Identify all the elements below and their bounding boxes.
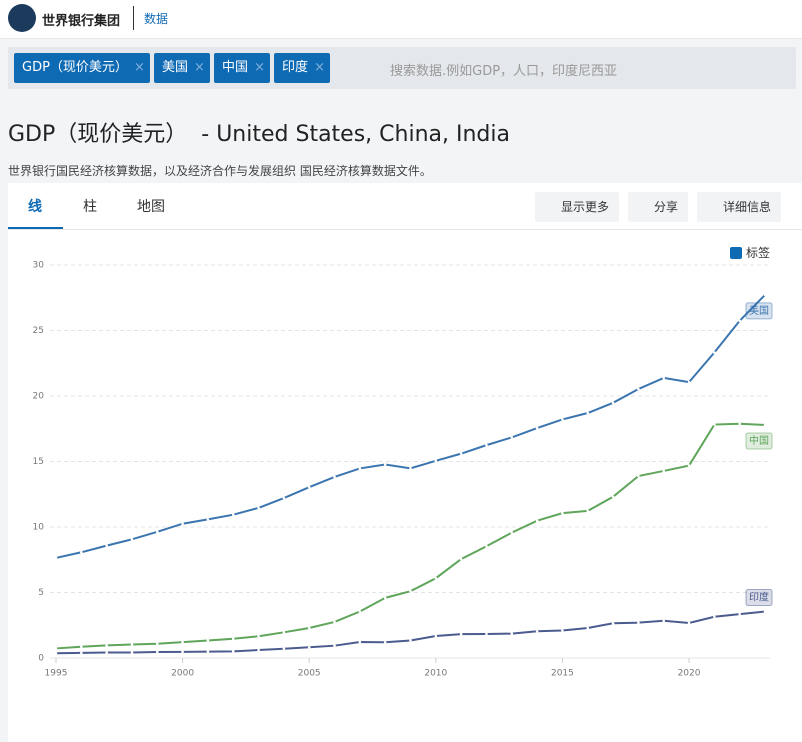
- label-box: [745, 302, 773, 320]
- x-tick-label: 2010: [424, 669, 447, 679]
- x-tick-label: 2000: [171, 669, 194, 679]
- filter-chip[interactable]: GDP（现价美元）: [14, 53, 150, 83]
- button[interactable]: 显示更多: [535, 192, 620, 222]
- x-tick-label: 1995: [45, 669, 68, 679]
- x-tick-label: 2015: [551, 669, 574, 679]
- tab[interactable]: 柱: [83, 199, 97, 215]
- tab[interactable]: 地图: [137, 199, 165, 215]
- y-tick-label: 5: [38, 588, 44, 598]
- legend-label: 印度: [749, 590, 769, 603]
- series-label: 中国: [745, 432, 773, 450]
- series-line: [54, 610, 767, 655]
- page-title: GDP（现价美元） - United States, China, India: [8, 116, 510, 148]
- toggle-label: 标签: [746, 246, 771, 260]
- header: 世界银行集团 数据: [0, 0, 802, 39]
- filter-chip[interactable]: 印度: [273, 53, 330, 83]
- y-tick-label: 15: [33, 457, 44, 467]
- indicator: GDP（现价美元）: [8, 122, 188, 147]
- x-tick-label: 2020: [678, 669, 701, 679]
- series-line: [54, 422, 767, 650]
- series-label: 印度: [745, 588, 773, 606]
- source-note: 世界银行国民经济核算数据，以及经济合作与发展组织 国民经济核算数据文件。: [8, 164, 432, 178]
- legend-label: 中国: [749, 434, 769, 447]
- search-input[interactable]: 搜索数据.例如GDP，人口，印度尼西亚: [390, 64, 618, 79]
- series-label: 美国: [745, 302, 773, 320]
- legend-label: 美国: [749, 304, 769, 317]
- tabs: 线 柱 地图 显示更多 分享 详细信息: [8, 183, 802, 230]
- series-line: [54, 293, 767, 560]
- y-tick-label: 20: [33, 392, 45, 402]
- section-link[interactable]: 数据: [144, 12, 169, 26]
- search-bar: GDP（现价美元） 美国 中国 印度 搜索数据.例如GDP，人口，印度尼西亚: [8, 47, 796, 89]
- x-tick-label: 2005: [298, 669, 321, 679]
- brand[interactable]: 世界银行集团: [42, 14, 121, 29]
- logo[interactable]: [8, 4, 36, 32]
- filter-chip[interactable]: 美国: [153, 53, 210, 83]
- y-tick-label: 10: [33, 523, 45, 533]
- y-tick-label: 0: [38, 654, 44, 664]
- filter-chip[interactable]: 中国: [213, 53, 270, 83]
- chart: 0 5 10 15 20 25 30 1995 2000 2005 2010 2015 2020 美国中国…: [33, 261, 773, 679]
- label-box: [745, 432, 773, 450]
- labels-toggle[interactable]: 标签: [730, 244, 770, 261]
- tab[interactable]: 线: [28, 199, 42, 215]
- button[interactable]: 详细信息: [697, 192, 782, 222]
- tab-indicator: [8, 227, 63, 229]
- countries: - United States, China, India: [201, 122, 510, 147]
- y-tick-label: 25: [33, 326, 44, 336]
- label-box: [745, 588, 773, 606]
- button[interactable]: 分享: [628, 192, 689, 222]
- y-tick-label: 30: [33, 261, 45, 271]
- divider: [133, 6, 134, 30]
